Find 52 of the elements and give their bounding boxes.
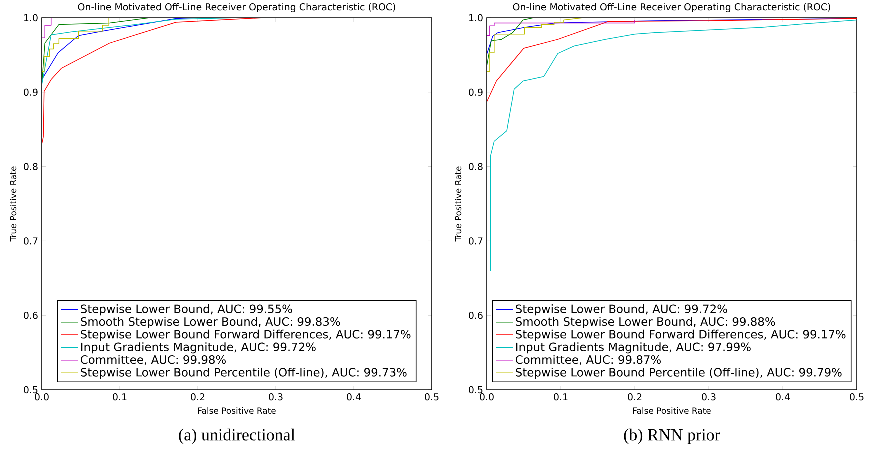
y-axis-title: True Positive Rate [455, 166, 462, 242]
y-tick-label: 0.9 [469, 88, 483, 96]
x-tick-label: 0.0 [480, 394, 494, 401]
y-tick-label: 0.9 [24, 88, 38, 96]
x-axis-title: False Positive Rate [633, 408, 711, 414]
legend-label: Committee, AUC: 99.87% [516, 355, 661, 366]
x-tick-label: 0.4 [776, 394, 790, 401]
chart-title: On-line Motivated Off-Line Receiver Operating Characteristic (ROC) [513, 3, 830, 13]
x-tick-label: 0.0 [35, 394, 49, 401]
y-tick-label: 0.5 [24, 386, 38, 394]
legend-label: Stepwise Lower Bound, AUC: 99.72% [516, 304, 728, 316]
y-tick-label: 1.0 [24, 14, 38, 22]
line-series [487, 18, 534, 67]
x-tick-label: 0.1 [554, 394, 568, 401]
legend-label: Committee, AUC: 99.98% [81, 355, 226, 366]
y-tick-label: 0.6 [24, 312, 38, 320]
legend-label: Stepwise Lower Bound Forward Differences, AUC: 99.17% [81, 330, 411, 342]
line-series [42, 18, 264, 145]
legend-label: Smooth Stepwise Lower Bound, AUC: 99.83% [81, 317, 340, 328]
y-tick-label: 0.8 [469, 163, 483, 170]
y-tick-label: 0.5 [469, 386, 483, 394]
x-tick-label: 0.1 [113, 394, 127, 401]
y-axis-title: True Positive Rate [10, 166, 17, 242]
y-tick-label: 0.6 [469, 312, 483, 320]
text: (b) RNN prior [624, 428, 720, 444]
x-axis-title: False Positive Rate [198, 408, 276, 414]
legend-label: Stepwise Lower Bound, AUC: 99.55% [81, 304, 292, 316]
x-tick-label: 0.3 [269, 394, 283, 401]
legend-label: Input Gradients Magnitude, AUC: 99.72% [81, 342, 316, 354]
line-series [487, 18, 858, 102]
y-tick-label: 0.7 [469, 238, 483, 245]
x-tick-label: 0.2 [628, 394, 642, 401]
line-series [490, 20, 858, 272]
line-series [42, 18, 238, 86]
x-tick-label: 0.5 [425, 394, 439, 401]
legend-label: Stepwise Lower Bound Forward Differences, AUC: 99.17% [516, 330, 846, 342]
legend-label: Stepwise Lower Bound Percentile (Off-line), AUC: 99.79% [516, 368, 842, 380]
x-tick-label: 0.4 [347, 394, 361, 401]
y-tick-label: 0.7 [24, 238, 38, 245]
legend-label: Stepwise Lower Bound Percentile (Off-line), AUC: 99.73% [81, 368, 407, 380]
x-tick-label: 0.2 [191, 394, 205, 401]
y-tick-label: 0.8 [24, 163, 38, 170]
legend-label: Input Gradients Magnitude, AUC: 97.99% [516, 342, 751, 354]
x-tick-label: 0.3 [702, 394, 716, 401]
x-tick-label: 0.5 [850, 394, 864, 401]
chart-title: On-line Motivated Off-Line Receiver Operating Characteristic (ROC) [78, 3, 396, 13]
line-series [487, 20, 636, 36]
legend-label: Smooth Stepwise Lower Bound, AUC: 99.88% [516, 317, 776, 328]
text: (a) unidirectional [179, 428, 296, 444]
line-series [42, 18, 110, 72]
line-series [487, 18, 584, 72]
y-tick-label: 1.0 [469, 14, 483, 22]
